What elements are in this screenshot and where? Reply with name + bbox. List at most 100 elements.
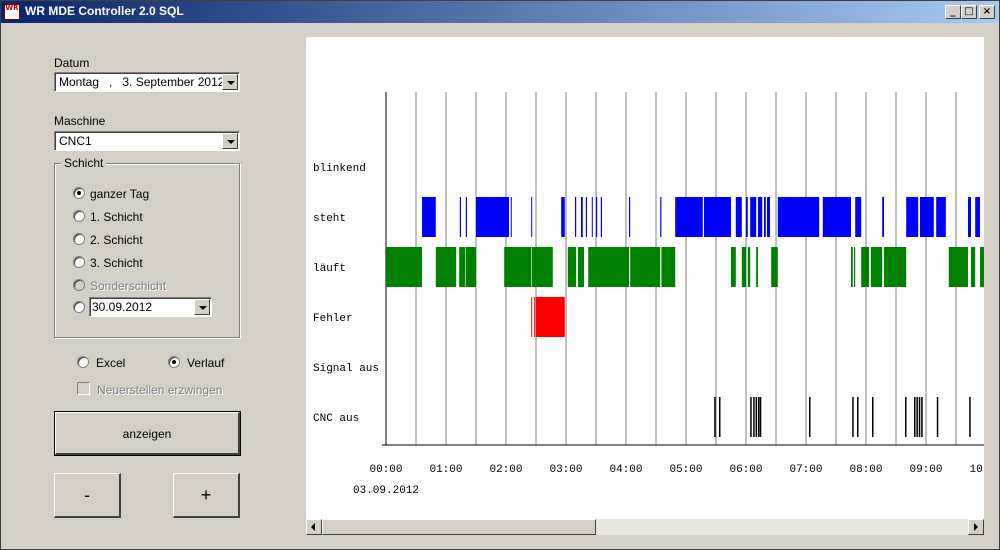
segment-läuft <box>630 247 661 287</box>
segment-läuft <box>980 247 984 287</box>
force-rebuild-checkbox[interactable] <box>77 382 90 395</box>
segment-cnc-aus <box>759 397 762 437</box>
minus-button-label: - <box>84 485 90 505</box>
show-button-label: anzeigen <box>122 427 172 441</box>
segment-läuft <box>948 247 968 287</box>
segment-cnc-aus <box>872 397 874 437</box>
segment-cnc-aus <box>758 397 760 437</box>
segment-steht <box>561 197 565 237</box>
segment-steht <box>882 197 884 237</box>
segment-cnc-aus <box>714 397 716 437</box>
x-tick-label: 03:00 <box>549 464 582 476</box>
radio-excel-label: Excel <box>96 356 126 370</box>
segment-steht <box>675 197 703 237</box>
custom-date-picker[interactable]: 30.09.2012 <box>89 297 212 317</box>
maximize-icon[interactable]: □ <box>961 5 977 19</box>
maschine-value: CNC1 <box>59 134 92 148</box>
segment-fehler <box>536 297 565 337</box>
segment-läuft <box>756 247 758 287</box>
segment-cnc-aus <box>755 397 758 437</box>
segment-läuft <box>854 247 856 287</box>
segment-cnc-aus <box>857 397 859 437</box>
x-tick-label: 07:00 <box>789 464 822 476</box>
datum-value: Montag , 3. September 2012 <box>59 75 225 89</box>
chevron-down-icon[interactable] <box>222 74 238 90</box>
x-tick-label: 06:00 <box>729 464 762 476</box>
radio-custom-date[interactable] <box>73 301 85 313</box>
title-bar[interactable]: WR WR MDE Controller 2.0 SQL _ □ × <box>1 1 999 23</box>
segment-läuft <box>851 247 853 287</box>
datum-picker[interactable]: Montag , 3. September 2012 <box>54 72 240 92</box>
segment-läuft <box>741 247 746 287</box>
segment-steht <box>531 197 533 237</box>
segment-cnc-aus <box>914 397 916 437</box>
segment-läuft <box>884 247 907 287</box>
segment-steht <box>660 197 662 237</box>
radio-schicht-label: Sonderschicht <box>90 279 167 293</box>
segment-steht <box>750 197 757 237</box>
scroll-right-icon[interactable] <box>968 519 984 535</box>
segment-cnc-aus <box>852 397 854 437</box>
radio-schicht-0[interactable] <box>73 187 85 199</box>
segment-cnc-aus <box>905 397 907 437</box>
segment-steht <box>575 197 577 237</box>
custom-date-value: 30.09.2012 <box>92 300 153 314</box>
segment-cnc-aus <box>809 397 811 437</box>
segment-steht <box>975 197 980 237</box>
segment-läuft <box>386 247 422 287</box>
radio-schicht-label: 2. Schicht <box>90 233 143 247</box>
segment-steht <box>968 197 971 237</box>
radio-schicht-label: ganzer Tag <box>90 187 150 201</box>
x-tick-label: 00:00 <box>369 464 402 476</box>
scroll-thumb[interactable] <box>322 519 596 535</box>
segment-cnc-aus <box>918 397 921 437</box>
segment-steht <box>758 197 763 237</box>
maschine-select[interactable]: CNC1 <box>54 131 240 151</box>
segment-steht <box>735 197 742 237</box>
row-label: steht <box>313 213 346 225</box>
plus-button[interactable]: + <box>173 473 240 518</box>
chart-scrollbar[interactable] <box>306 519 984 535</box>
segment-steht <box>777 197 820 237</box>
segment-fehler <box>534 297 536 337</box>
segment-steht <box>476 197 509 237</box>
radio-verlauf[interactable] <box>168 356 180 368</box>
timeline-chart: blinkend steht läuft Fehler Signal aus CNC au… <box>306 37 984 519</box>
segment-steht <box>767 197 770 237</box>
segment-läuft <box>870 247 883 287</box>
radio-schicht-1[interactable] <box>73 210 85 222</box>
segment-läuft <box>567 247 577 287</box>
app-logo-icon: WR <box>4 4 20 20</box>
radio-schicht-2[interactable] <box>73 233 85 245</box>
segment-läuft <box>731 247 736 287</box>
radio-schicht-3[interactable] <box>73 256 85 268</box>
segment-läuft <box>771 247 778 287</box>
close-icon[interactable]: × <box>979 5 995 19</box>
radio-schicht-label: 3. Schicht <box>90 256 143 270</box>
segment-steht <box>591 197 593 237</box>
radio-excel[interactable] <box>77 356 89 368</box>
segment-steht <box>629 197 631 237</box>
radio-schicht-label: 1. Schicht <box>90 210 143 224</box>
minus-button[interactable]: - <box>54 473 121 518</box>
segment-läuft <box>747 247 751 287</box>
segment-fehler <box>531 297 533 337</box>
scroll-left-icon[interactable] <box>306 519 322 535</box>
segment-steht <box>465 197 467 237</box>
segment-cnc-aus <box>921 397 923 437</box>
row-label: CNC aus <box>313 413 359 425</box>
row-label: Fehler <box>313 313 353 325</box>
show-button[interactable]: anzeigen <box>54 411 241 456</box>
segment-steht <box>855 197 862 237</box>
segment-cnc-aus <box>916 397 918 437</box>
segment-läuft <box>504 247 532 287</box>
segment-steht <box>596 197 598 237</box>
chevron-down-icon[interactable] <box>222 133 238 149</box>
timeline-chart-svg: blinkend steht läuft Fehler Signal aus CNC au… <box>313 92 984 497</box>
segment-cnc-aus <box>936 397 939 437</box>
segment-läuft <box>578 247 584 287</box>
minimize-icon[interactable]: _ <box>945 5 961 19</box>
chevron-down-icon[interactable] <box>194 299 210 315</box>
segment-steht <box>822 197 851 237</box>
